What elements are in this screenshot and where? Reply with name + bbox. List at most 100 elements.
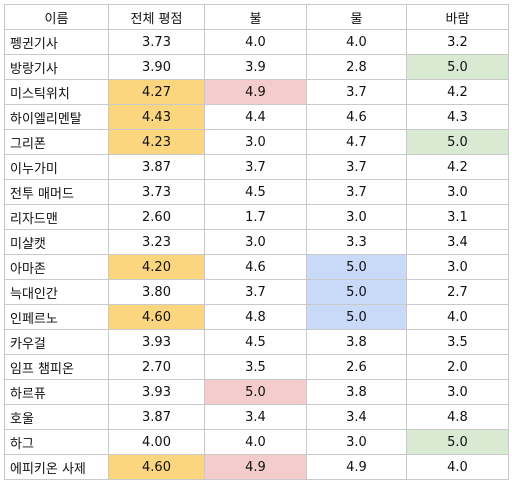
cell-overall[interactable]: 4.23 [108,129,205,155]
cell-wind[interactable]: 3.2 [406,29,509,55]
cell-overall[interactable]: 3.80 [108,279,205,305]
cell-wind[interactable]: 4.0 [406,304,509,330]
cell-wind[interactable]: 3.1 [406,204,509,230]
cell-name[interactable]: 늑대인간 [4,279,109,305]
cell-water[interactable]: 4.6 [306,104,407,130]
cell-name[interactable]: 에피키온 사제 [4,454,109,480]
cell-fire[interactable]: 4.8 [204,304,307,330]
table-row: 인페르노 4.60 4.8 5.0 4.0 [4,304,509,330]
cell-overall[interactable]: 4.00 [108,429,205,455]
header-fire[interactable]: 불 [204,4,307,30]
cell-name[interactable]: 하르퓨 [4,379,109,405]
cell-fire[interactable]: 5.0 [204,379,307,405]
cell-fire[interactable]: 4.0 [204,29,307,55]
table-row: 에피키온 사제 4.60 4.9 4.9 4.0 [4,454,509,480]
cell-overall[interactable]: 4.60 [108,454,205,480]
cell-water[interactable]: 3.4 [306,404,407,430]
cell-water[interactable]: 3.7 [306,154,407,180]
cell-wind[interactable]: 4.0 [406,454,509,480]
cell-fire[interactable]: 3.0 [204,229,307,255]
cell-fire[interactable]: 3.7 [204,279,307,305]
cell-wind[interactable]: 3.4 [406,229,509,255]
cell-fire[interactable]: 4.6 [204,254,307,280]
cell-fire[interactable]: 3.4 [204,404,307,430]
header-overall[interactable]: 전체 평점 [108,4,205,30]
cell-overall[interactable]: 4.43 [108,104,205,130]
cell-name[interactable]: 방랑기사 [4,54,109,80]
cell-water[interactable]: 3.0 [306,204,407,230]
cell-water[interactable]: 5.0 [306,279,407,305]
cell-overall[interactable]: 3.93 [108,379,205,405]
cell-fire[interactable]: 4.4 [204,104,307,130]
cell-wind[interactable]: 5.0 [406,429,509,455]
cell-wind[interactable]: 5.0 [406,54,509,80]
cell-wind[interactable]: 3.0 [406,254,509,280]
cell-wind[interactable]: 2.0 [406,354,509,380]
cell-name[interactable]: 이누가미 [4,154,109,180]
cell-water[interactable]: 4.0 [306,29,407,55]
table-row: 임프 챔피온 2.70 3.5 2.6 2.0 [4,354,509,380]
cell-name[interactable]: 카우걸 [4,329,109,355]
cell-overall[interactable]: 3.73 [108,29,205,55]
cell-name[interactable]: 전투 매머드 [4,179,109,205]
cell-fire[interactable]: 1.7 [204,204,307,230]
cell-water[interactable]: 4.9 [306,454,407,480]
cell-wind[interactable]: 3.5 [406,329,509,355]
cell-fire[interactable]: 4.0 [204,429,307,455]
cell-water[interactable]: 2.6 [306,354,407,380]
cell-overall[interactable]: 3.87 [108,154,205,180]
header-wind[interactable]: 바람 [406,4,509,30]
cell-water[interactable]: 3.0 [306,429,407,455]
cell-overall[interactable]: 3.73 [108,179,205,205]
cell-name[interactable]: 인페르노 [4,304,109,330]
cell-water[interactable]: 3.8 [306,379,407,405]
header-name[interactable]: 이름 [4,4,109,30]
cell-water[interactable]: 3.8 [306,329,407,355]
cell-overall[interactable]: 3.90 [108,54,205,80]
cell-fire[interactable]: 4.5 [204,179,307,205]
cell-fire[interactable]: 4.5 [204,329,307,355]
cell-name[interactable]: 호울 [4,404,109,430]
cell-water[interactable]: 5.0 [306,304,407,330]
cell-wind[interactable]: 4.2 [406,154,509,180]
cell-fire[interactable]: 3.0 [204,129,307,155]
cell-fire[interactable]: 4.9 [204,79,307,105]
cell-name[interactable]: 하이엘리멘탈 [4,104,109,130]
cell-overall[interactable]: 2.60 [108,204,205,230]
cell-overall[interactable]: 4.60 [108,304,205,330]
cell-name[interactable]: 리자드맨 [4,204,109,230]
cell-name[interactable]: 미스틱위치 [4,79,109,105]
cell-water[interactable]: 4.7 [306,129,407,155]
cell-wind[interactable]: 4.3 [406,104,509,130]
cell-overall[interactable]: 3.23 [108,229,205,255]
header-water[interactable]: 물 [306,4,407,30]
cell-wind[interactable]: 5.0 [406,129,509,155]
cell-water[interactable]: 2.8 [306,54,407,80]
cell-name[interactable]: 그리폰 [4,129,109,155]
cell-wind[interactable]: 3.0 [406,379,509,405]
cell-fire[interactable]: 3.9 [204,54,307,80]
cell-water[interactable]: 3.7 [306,79,407,105]
cell-wind[interactable]: 4.8 [406,404,509,430]
cell-overall[interactable]: 3.87 [108,404,205,430]
cell-water[interactable]: 5.0 [306,254,407,280]
cell-wind[interactable]: 2.7 [406,279,509,305]
cell-name[interactable]: 아마존 [4,254,109,280]
cell-name[interactable]: 펭귄기사 [4,29,109,55]
ratings-table-container: 이름 전체 평점 불 물 바람 펭귄기사 3.73 4.0 4.0 3.2 방랑… [4,4,509,480]
cell-fire[interactable]: 4.9 [204,454,307,480]
cell-overall[interactable]: 2.70 [108,354,205,380]
cell-water[interactable]: 3.3 [306,229,407,255]
cell-overall[interactable]: 4.20 [108,254,205,280]
cell-water[interactable]: 3.7 [306,179,407,205]
cell-name[interactable]: 하그 [4,429,109,455]
cell-wind[interactable]: 3.0 [406,179,509,205]
table-row: 방랑기사 3.90 3.9 2.8 5.0 [4,54,509,80]
cell-overall[interactable]: 3.93 [108,329,205,355]
cell-overall[interactable]: 4.27 [108,79,205,105]
cell-fire[interactable]: 3.5 [204,354,307,380]
cell-name[interactable]: 미샬캣 [4,229,109,255]
cell-fire[interactable]: 3.7 [204,154,307,180]
cell-name[interactable]: 임프 챔피온 [4,354,109,380]
cell-wind[interactable]: 4.2 [406,79,509,105]
